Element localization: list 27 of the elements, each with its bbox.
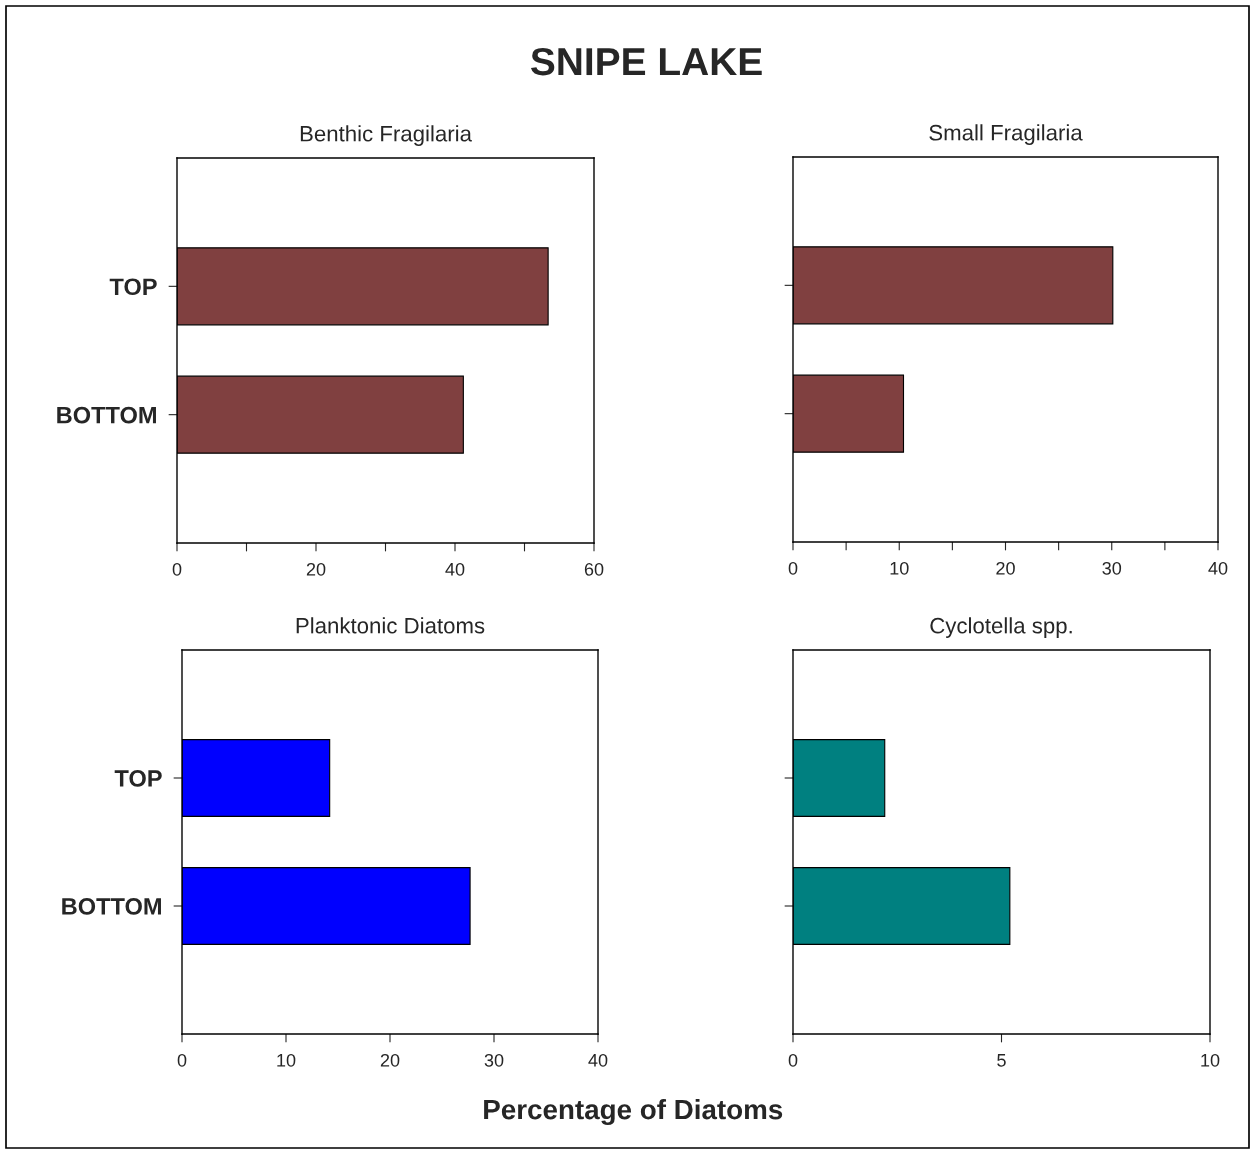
x-tick-label: 20: [306, 562, 326, 576]
x-tick-label: 0: [788, 1053, 798, 1067]
x-tick-label: 30: [1102, 561, 1122, 575]
x-tick-label: 20: [996, 561, 1015, 575]
text: Percentage of Diatoms: [484, 1098, 783, 1126]
x-tick-label: 10: [1201, 1053, 1220, 1067]
x-tick-label: 30: [484, 1053, 504, 1067]
x-tick-label: 40: [1208, 561, 1228, 575]
y-tick-label: BOTTOM: [62, 898, 161, 915]
chart-title: Benthic Fragilaria: [300, 125, 472, 146]
x-tick-label: 5: [997, 1054, 1006, 1067]
chart-title: Planktonic Diatoms: [296, 617, 485, 634]
chart-title: Small Fragilaria: [929, 124, 1083, 145]
x-tick-label: 10: [277, 1053, 296, 1067]
text: SNIPE LAKE: [530, 47, 762, 76]
y-tick-label: TOP: [114, 770, 162, 787]
x-tick-label: 10: [890, 561, 909, 575]
x-tick-label: 40: [445, 562, 465, 576]
x-tick-label: 0: [788, 561, 798, 575]
x-tick-label: 60: [584, 562, 604, 576]
chart-title: Cyclotella spp.: [930, 617, 1072, 638]
x-tick-label: 0: [177, 1053, 187, 1067]
x-tick-label: 0: [172, 562, 182, 576]
y-tick-label: TOP: [109, 278, 157, 296]
y-tick-label: BOTTOM: [57, 406, 156, 424]
x-tick-label: 20: [380, 1053, 400, 1067]
x-tick-label: 40: [588, 1053, 608, 1067]
